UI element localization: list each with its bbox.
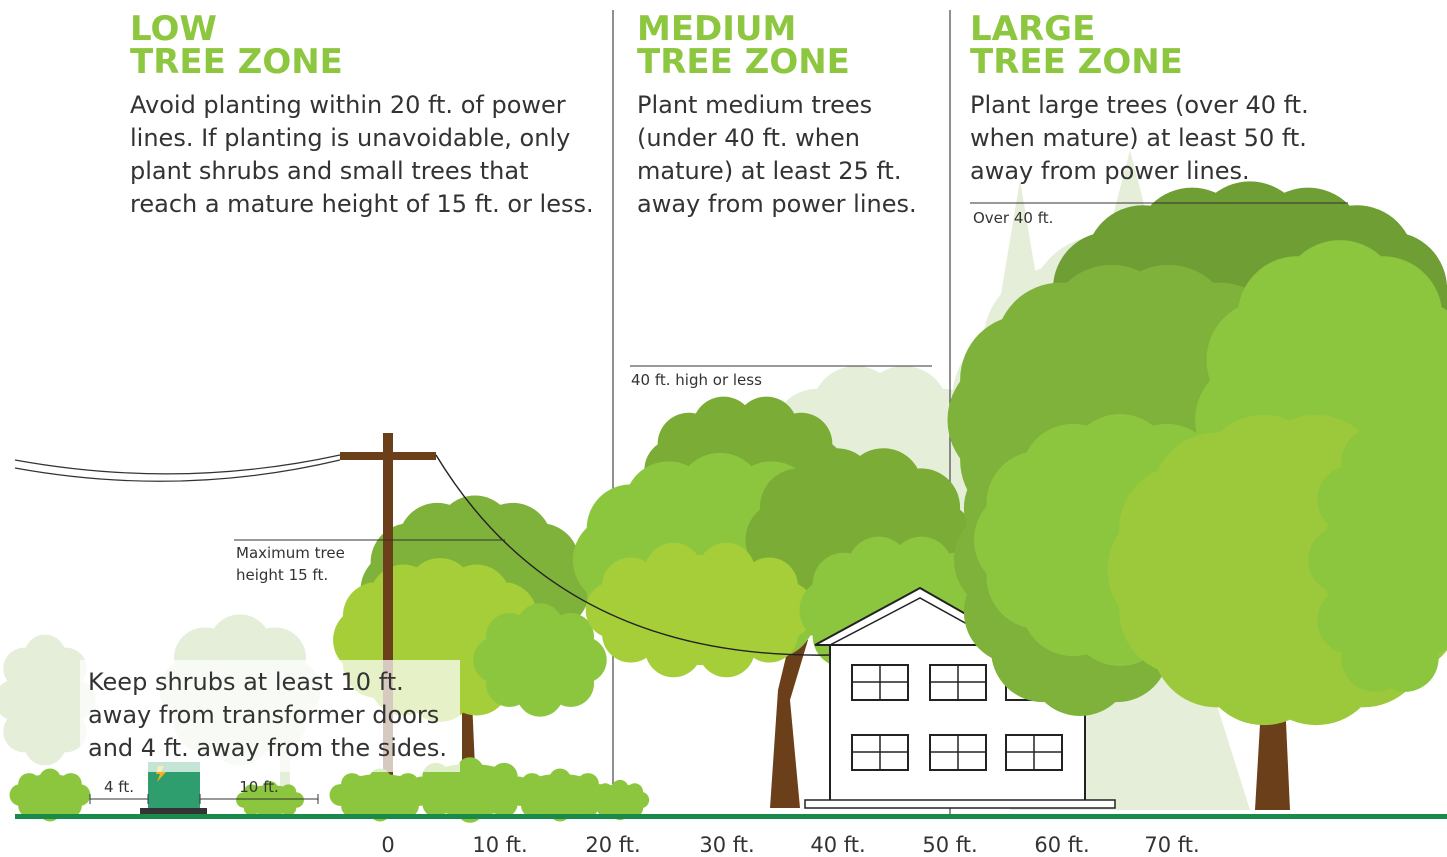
zone-title: TREE ZONE [970, 42, 1183, 82]
transformer-note: away from transformer doors [88, 701, 439, 729]
transformer-pad [140, 808, 207, 814]
foliage [341, 773, 363, 795]
foliage [612, 780, 629, 797]
foliage [1317, 587, 1385, 655]
foliage [60, 773, 82, 795]
zone-description: away from power lines. [637, 190, 917, 218]
zone-description: Avoid planting within 20 ft. of power [130, 91, 566, 119]
foliage [39, 769, 61, 791]
zone-description: Plant large trees (over 40 ft. [970, 91, 1309, 119]
foliage [626, 783, 643, 800]
foliage [577, 773, 599, 795]
height-label: height 15 ft. [236, 566, 328, 584]
height-label: 40 ft. high or less [631, 371, 762, 389]
distance-label: 30 ft. [699, 833, 754, 857]
tree-trunk [770, 640, 808, 808]
power-line [15, 455, 340, 474]
zone-description: when mature) at least 50 ft. [970, 124, 1307, 152]
foliage [491, 763, 518, 790]
distance-label: 0 [381, 833, 394, 857]
zone-description: Plant medium trees [637, 91, 872, 119]
foliage [882, 468, 960, 546]
foliage [549, 769, 571, 791]
zone-description: reach a mature height of 15 ft. or less. [130, 190, 594, 218]
height-label: Over 40 ft. [973, 209, 1053, 227]
zone-description: lines. If planting is unavoidable, only [130, 124, 570, 152]
foliage [521, 773, 543, 795]
zone-description: plant shrubs and small trees that [130, 157, 529, 185]
foliage [645, 543, 702, 600]
foliage [1308, 526, 1376, 594]
zone-description: away from power lines. [970, 157, 1250, 185]
foliage [741, 557, 798, 614]
foliage [547, 613, 594, 660]
foliage [60, 795, 82, 817]
transformer-note: Keep shrubs at least 10 ft. [88, 668, 404, 696]
foliage [597, 783, 614, 800]
distance-label: 50 ft. [922, 833, 977, 857]
zone-description: (under 40 ft. when [637, 124, 860, 152]
foliage [281, 784, 297, 800]
foliage [456, 757, 483, 784]
crossarm [340, 452, 436, 460]
house-base [805, 800, 1115, 808]
zone-description: mature) at least 25 ft. [637, 157, 901, 185]
clearance-label: 4 ft. [104, 778, 134, 796]
distance-label: 20 ft. [585, 833, 640, 857]
foliage [18, 773, 40, 795]
distance-label: 40 ft. [810, 833, 865, 857]
zone-title: TREE ZONE [637, 42, 850, 82]
power-line [15, 460, 340, 481]
distance-label: 10 ft. [472, 833, 527, 857]
ground [15, 814, 1447, 819]
distance-label: 60 ft. [1034, 833, 1089, 857]
foliage [281, 800, 297, 816]
distance-label: 70 ft. [1144, 833, 1199, 857]
height-label: Maximum tree [236, 544, 345, 562]
zone-title: TREE ZONE [130, 42, 343, 82]
transformer-note: and 4 ft. away from the sides. [88, 734, 447, 762]
infographic: LOW TREE ZONE Avoid planting within 20 f… [0, 0, 1447, 857]
clearance-label: 10 ft. [239, 778, 279, 796]
